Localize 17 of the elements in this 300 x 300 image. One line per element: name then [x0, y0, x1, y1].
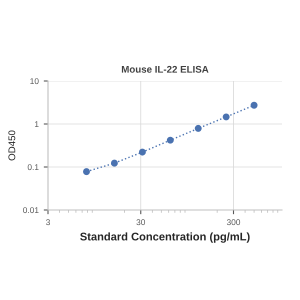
y-tick-label: 10	[30, 78, 39, 84]
point	[250, 102, 258, 109]
point	[222, 113, 230, 120]
point	[138, 148, 146, 156]
point	[110, 160, 118, 167]
point	[194, 124, 202, 132]
x-tick-label: 300	[226, 219, 240, 226]
x-axis-title: Standard Concentration (pg/mL)	[80, 232, 250, 243]
point	[83, 168, 90, 176]
y-tick-label: 0.01	[23, 207, 39, 214]
point	[166, 136, 174, 144]
chart-title: Mouse IL-22 ELISA	[122, 66, 209, 73]
y-tick-label: 1	[34, 121, 39, 128]
y-tick-label: 0.1	[28, 164, 39, 170]
x-tick-label: 3	[46, 219, 50, 226]
x-tick-label: 30	[136, 219, 146, 226]
y-axis-title: OD450	[8, 130, 16, 160]
